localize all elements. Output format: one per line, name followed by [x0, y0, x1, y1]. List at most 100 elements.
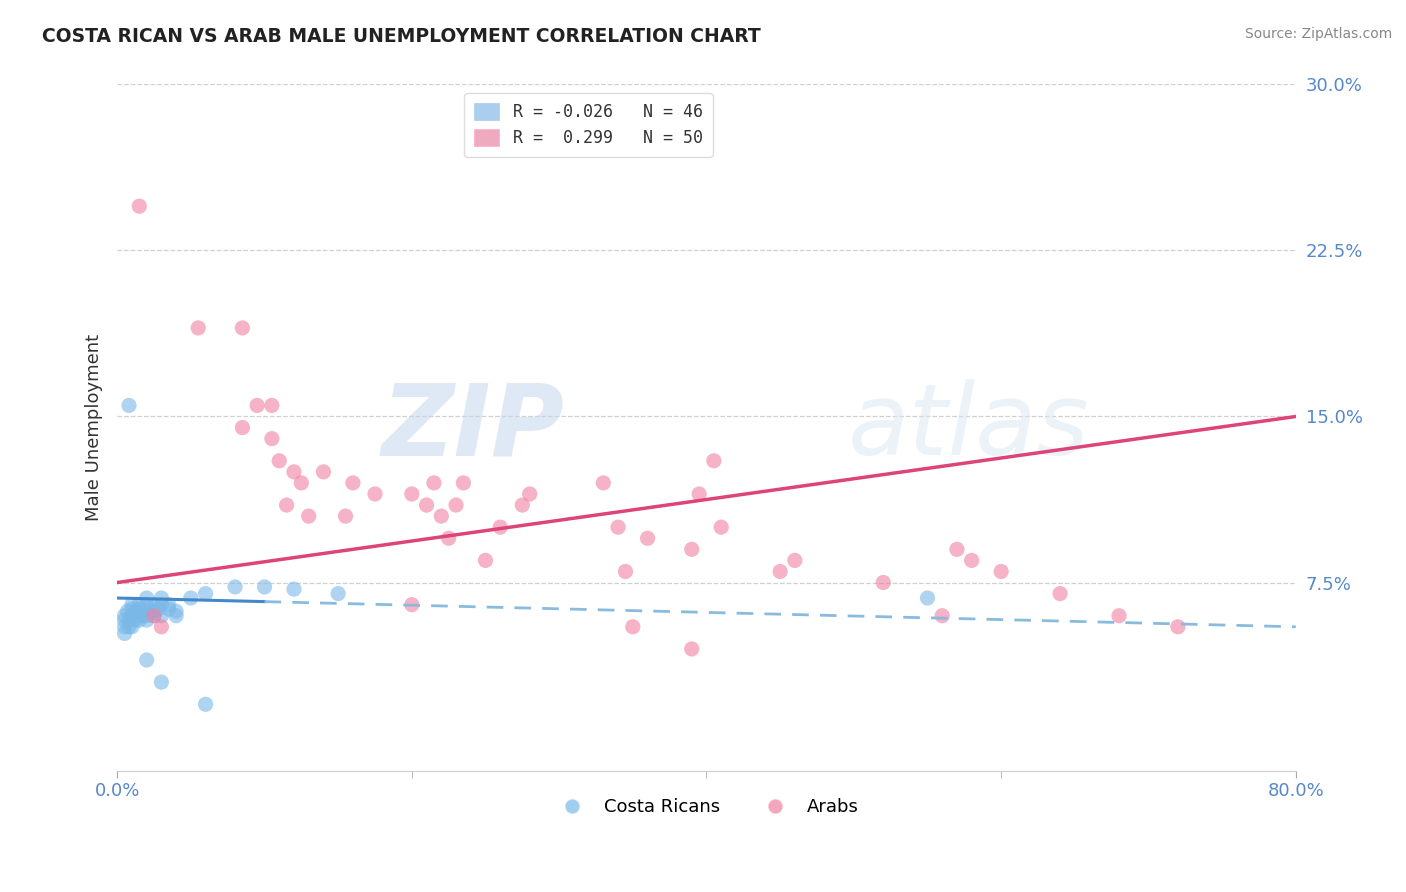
Point	[150, 591, 173, 605]
Point	[401, 487, 423, 501]
Point	[135, 613, 157, 627]
Text: Source: ZipAtlas.com: Source: ZipAtlas.com	[1244, 27, 1392, 41]
Point	[276, 498, 298, 512]
Point	[128, 602, 150, 616]
Point	[143, 608, 166, 623]
Point	[128, 598, 150, 612]
Point	[180, 591, 202, 605]
Point	[1108, 608, 1130, 623]
Point	[121, 608, 143, 623]
Point	[121, 598, 143, 612]
Point	[150, 598, 173, 612]
Point	[364, 487, 387, 501]
Point	[114, 626, 136, 640]
Point	[1049, 586, 1071, 600]
Point	[423, 475, 446, 490]
Point	[135, 591, 157, 605]
Point	[246, 399, 269, 413]
Point	[194, 698, 217, 712]
Point	[872, 575, 894, 590]
Point	[114, 608, 136, 623]
Text: atlas: atlas	[848, 379, 1090, 476]
Point	[637, 531, 659, 545]
Point	[489, 520, 512, 534]
Point	[312, 465, 335, 479]
Point	[150, 620, 173, 634]
Point	[512, 498, 534, 512]
Text: ZIP: ZIP	[382, 379, 565, 476]
Point	[415, 498, 437, 512]
Point	[224, 580, 246, 594]
Point	[298, 509, 321, 524]
Point	[430, 509, 453, 524]
Point	[114, 613, 136, 627]
Point	[960, 553, 983, 567]
Point	[335, 509, 357, 524]
Point	[444, 498, 467, 512]
Point	[260, 399, 283, 413]
Point	[124, 613, 146, 627]
Point	[453, 475, 475, 490]
Point	[150, 675, 173, 690]
Point	[135, 653, 157, 667]
Point	[946, 542, 969, 557]
Point	[290, 475, 312, 490]
Point	[150, 608, 173, 623]
Point	[621, 620, 644, 634]
Point	[231, 321, 253, 335]
Point	[128, 613, 150, 627]
Point	[519, 487, 541, 501]
Point	[283, 465, 305, 479]
Point	[253, 580, 276, 594]
Point	[148, 602, 170, 616]
Point	[917, 591, 939, 605]
Point	[138, 604, 160, 618]
Point	[124, 604, 146, 618]
Point	[474, 553, 496, 567]
Point	[117, 604, 139, 618]
Point	[703, 454, 725, 468]
Point	[118, 613, 141, 627]
Point	[132, 604, 155, 618]
Point	[143, 604, 166, 618]
Point	[681, 542, 703, 557]
Point	[328, 586, 350, 600]
Point	[437, 531, 460, 545]
Point	[165, 604, 187, 618]
Point	[231, 420, 253, 434]
Point	[592, 475, 614, 490]
Point	[194, 586, 217, 600]
Point	[607, 520, 630, 534]
Point	[283, 582, 305, 597]
Point	[132, 608, 155, 623]
Point	[118, 399, 141, 413]
Point	[681, 642, 703, 657]
Point	[688, 487, 710, 501]
Point	[990, 565, 1012, 579]
Point	[118, 620, 141, 634]
Point	[783, 553, 806, 567]
Point	[710, 520, 733, 534]
Point	[165, 608, 187, 623]
Point	[121, 620, 143, 634]
Point	[128, 199, 150, 213]
Point	[614, 565, 637, 579]
Point	[260, 432, 283, 446]
Point	[128, 608, 150, 623]
Point	[1167, 620, 1189, 634]
Legend: Costa Ricans, Arabs: Costa Ricans, Arabs	[547, 791, 866, 823]
Point	[121, 602, 143, 616]
Point	[931, 608, 953, 623]
Point	[187, 321, 209, 335]
Point	[401, 598, 423, 612]
Point	[157, 598, 180, 612]
Point	[143, 608, 166, 623]
Text: COSTA RICAN VS ARAB MALE UNEMPLOYMENT CORRELATION CHART: COSTA RICAN VS ARAB MALE UNEMPLOYMENT CO…	[42, 27, 761, 45]
Y-axis label: Male Unemployment: Male Unemployment	[86, 334, 103, 521]
Point	[769, 565, 792, 579]
Point	[135, 598, 157, 612]
Point	[135, 608, 157, 623]
Point	[157, 602, 180, 616]
Point	[342, 475, 364, 490]
Point	[114, 620, 136, 634]
